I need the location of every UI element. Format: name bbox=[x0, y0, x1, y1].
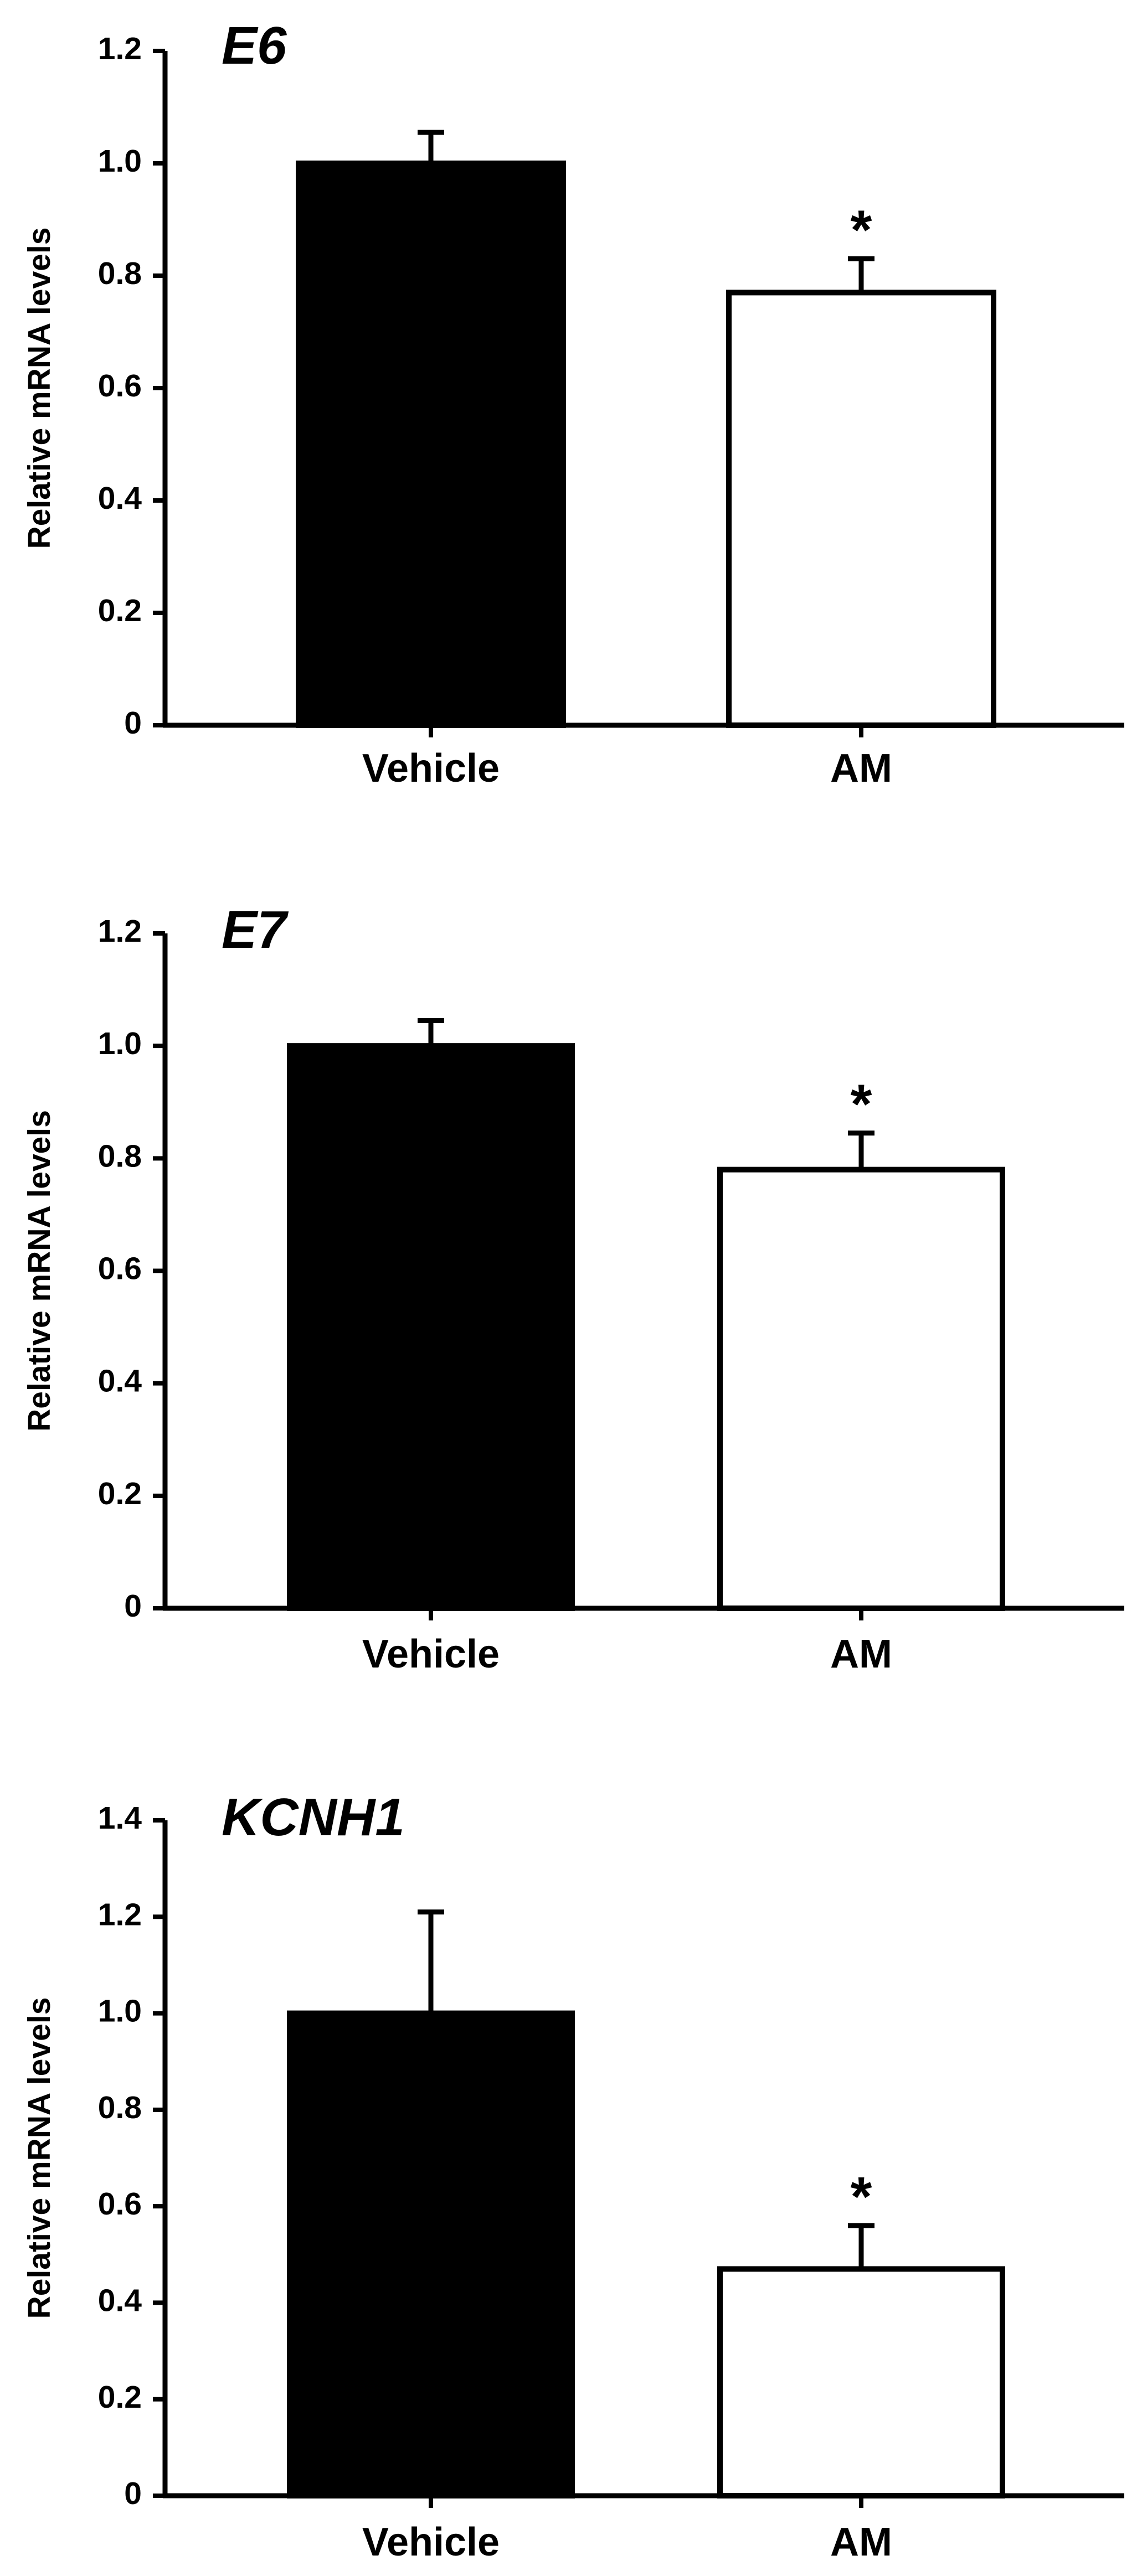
chart-panel-1: E6 Relative mRNA levels 0 0.2 0.4 0.6 0.8 1.0 1.… bbox=[22, 16, 1124, 791]
significance-marker: * bbox=[851, 199, 872, 261]
y-tick-label: 0.8 bbox=[98, 2090, 142, 2125]
bar-vehicle bbox=[296, 161, 566, 728]
y-tick-label: 0 bbox=[124, 2476, 142, 2511]
y-tick-label: 0.4 bbox=[98, 2283, 142, 2318]
bar-am bbox=[726, 290, 996, 728]
y-tick-label: 0.2 bbox=[98, 1476, 142, 1511]
y-tick-label: 0.2 bbox=[98, 593, 142, 628]
category-label: AM bbox=[830, 2520, 892, 2564]
significance-marker: * bbox=[851, 1073, 872, 1135]
y-tick-label: 0.6 bbox=[98, 368, 142, 404]
chart-panel-3: KCNH1 Relative mRNA levels 0 0.2 0.4 0.6 0.8 1.… bbox=[22, 1788, 1124, 2564]
category-label: Vehicle bbox=[362, 1632, 500, 1676]
y-tick-label: 1.0 bbox=[98, 143, 142, 179]
y-tick-label: 0.4 bbox=[98, 481, 142, 516]
y-tick-label: 1.2 bbox=[98, 31, 142, 66]
y-tick-label: 1.0 bbox=[98, 1026, 142, 1061]
y-axis-label: Relative mRNA levels bbox=[22, 1997, 57, 2319]
y-tick-label: 0.4 bbox=[98, 1364, 142, 1399]
y-tick-label: 0.2 bbox=[98, 2379, 142, 2415]
y-tick-label: 0 bbox=[124, 1588, 142, 1624]
y-tick-label: 0 bbox=[124, 705, 142, 741]
y-axis-label: Relative mRNA levels bbox=[22, 228, 57, 549]
y-tick-label: 1.4 bbox=[98, 1800, 142, 1836]
category-label: AM bbox=[830, 1632, 892, 1676]
category-label: Vehicle bbox=[362, 2520, 500, 2564]
y-tick-label: 0.8 bbox=[98, 256, 142, 291]
panel-title: E6 bbox=[222, 16, 287, 75]
bar-am bbox=[717, 1166, 1005, 1611]
y-axis-label: Relative mRNA levels bbox=[22, 1110, 57, 1432]
bar-vehicle bbox=[287, 1043, 575, 1611]
y-tick-label: 1.2 bbox=[98, 913, 142, 949]
y-tick-label: 0.8 bbox=[98, 1138, 142, 1174]
y-tick-label: 0.6 bbox=[98, 2186, 142, 2222]
panel-title: E7 bbox=[222, 900, 289, 959]
y-tick-label: 1.2 bbox=[98, 1897, 142, 1932]
y-tick-label: 0.6 bbox=[98, 1251, 142, 1287]
category-label: Vehicle bbox=[362, 746, 500, 791]
category-label: AM bbox=[830, 746, 892, 791]
bar-vehicle bbox=[287, 2010, 575, 2499]
bar-am bbox=[717, 2266, 1005, 2499]
y-tick-label: 1.0 bbox=[98, 1994, 142, 2029]
panel-title: KCNH1 bbox=[222, 1788, 405, 1847]
chart-panel-2: E7 Relative mRNA levels 0 0.2 0.4 0.6 0.8 1.0 1.… bbox=[22, 900, 1124, 1676]
significance-marker: * bbox=[851, 2166, 872, 2228]
